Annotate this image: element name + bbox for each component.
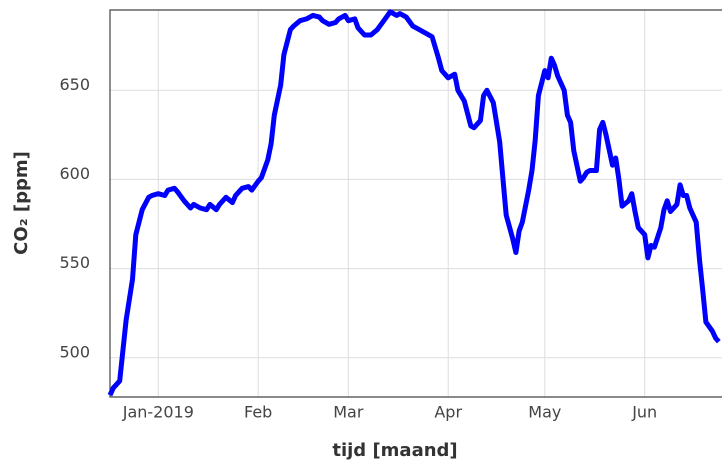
y-tick-label: 500: [59, 342, 90, 361]
x-tick-label: Feb: [244, 403, 272, 422]
y-tick-label: 550: [59, 253, 90, 272]
x-axis-label: tijd [maand]: [332, 440, 457, 461]
x-tick-label: Jun: [631, 403, 657, 422]
y-tick-label: 600: [59, 164, 90, 183]
x-tick-label: Mar: [333, 403, 364, 422]
x-tick-label: Apr: [434, 403, 462, 422]
y-axis-label: CO₂ [ppm]: [11, 151, 32, 255]
x-tick-label: May: [528, 403, 561, 422]
data-line: [107, 9, 721, 397]
y-tick-label: 650: [59, 75, 90, 94]
axis-frame: [109, 9, 722, 398]
x-tick-label: Jan-2019: [122, 403, 194, 422]
